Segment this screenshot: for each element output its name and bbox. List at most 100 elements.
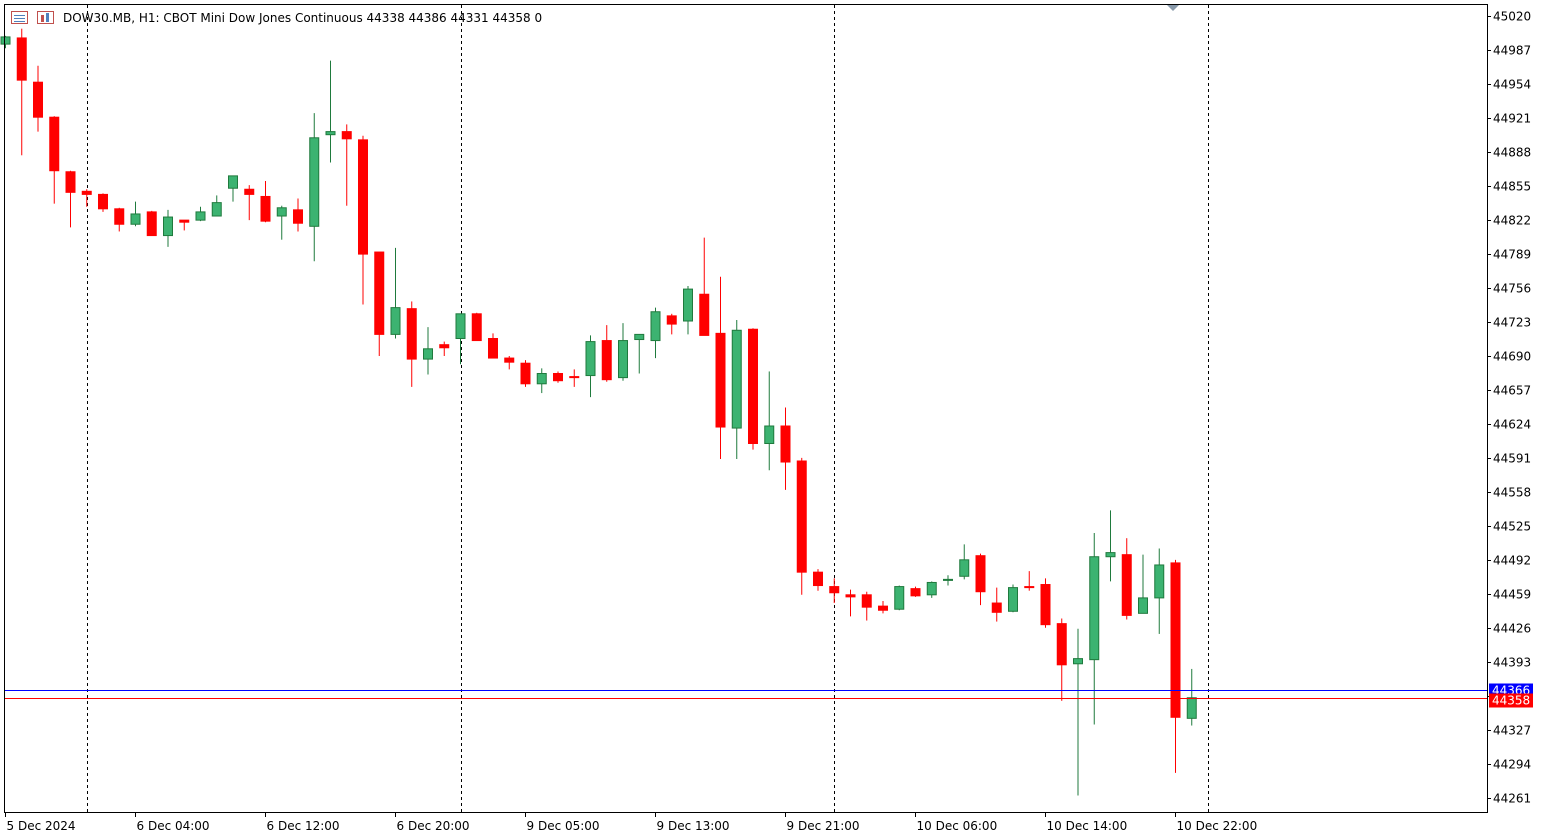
candle[interactable] <box>341 124 352 206</box>
time-tick-label: 9 Dec 05:00 <box>527 819 600 833</box>
plot-frame <box>4 4 1488 813</box>
candle[interactable] <box>536 368 547 394</box>
candle[interactable] <box>601 325 612 382</box>
price-tick-label: 44624 <box>1493 418 1531 432</box>
candle[interactable] <box>926 581 937 598</box>
candle[interactable] <box>488 333 498 359</box>
candle[interactable] <box>910 586 921 597</box>
candle[interactable] <box>1186 668 1197 726</box>
candle[interactable] <box>49 116 60 204</box>
candle[interactable] <box>276 205 287 240</box>
candle[interactable] <box>813 569 823 591</box>
candle[interactable] <box>358 135 368 305</box>
candle[interactable] <box>211 195 222 217</box>
candle-body <box>179 219 190 223</box>
candle[interactable] <box>569 369 580 387</box>
bid-price-tag: 44358 <box>1489 693 1533 708</box>
time-axis[interactable]: 5 Dec 2024 6 Dec 04:00 6 Dec 12:00 6 Dec 20… <box>5 812 1258 833</box>
candle[interactable] <box>878 600 888 614</box>
candle[interactable] <box>260 181 271 223</box>
candle[interactable] <box>553 371 563 383</box>
candle[interactable] <box>780 407 791 490</box>
price-tick-label: 44327 <box>1493 724 1531 738</box>
candle[interactable] <box>975 553 986 606</box>
candle[interactable] <box>130 201 141 227</box>
candle-body <box>260 195 271 222</box>
candle[interactable] <box>650 307 661 359</box>
candle[interactable] <box>81 189 92 207</box>
candle-body <box>894 586 905 610</box>
candle[interactable] <box>439 341 450 357</box>
candle[interactable] <box>65 170 76 228</box>
candle[interactable] <box>293 198 303 232</box>
candle-body <box>81 190 92 195</box>
candle[interactable] <box>731 319 742 459</box>
candle-body <box>618 340 628 379</box>
period-separators <box>87 5 1209 812</box>
candle[interactable] <box>585 335 596 398</box>
price-tick-label: 44756 <box>1493 282 1531 296</box>
candle[interactable] <box>1138 554 1148 614</box>
candle[interactable] <box>195 206 206 222</box>
price-tick-label: 44261 <box>1493 792 1531 806</box>
candle[interactable] <box>1056 618 1067 701</box>
candle-body <box>959 559 970 577</box>
candle[interactable] <box>455 313 466 365</box>
candle[interactable] <box>471 312 482 342</box>
candle[interactable] <box>1154 548 1165 634</box>
candle[interactable] <box>959 544 970 580</box>
candle[interactable] <box>748 328 758 450</box>
candle[interactable] <box>715 276 726 459</box>
candle[interactable] <box>764 371 775 471</box>
candle[interactable] <box>179 219 190 231</box>
price-tick-label: 44591 <box>1493 452 1531 466</box>
shift-marker-icon[interactable] <box>1167 5 1179 11</box>
candle[interactable] <box>845 589 856 617</box>
candle[interactable] <box>228 175 238 202</box>
candle[interactable] <box>943 575 953 586</box>
candle[interactable] <box>504 356 515 370</box>
candle[interactable] <box>1121 538 1132 620</box>
candle[interactable] <box>683 286 693 335</box>
candle[interactable] <box>390 247 401 339</box>
candle[interactable] <box>374 251 385 357</box>
candle[interactable] <box>423 327 433 375</box>
candle[interactable] <box>1089 533 1100 725</box>
candle-body <box>536 373 547 385</box>
candle[interactable] <box>861 591 872 621</box>
candle[interactable] <box>406 301 417 387</box>
candle[interactable] <box>829 578 840 604</box>
candle[interactable] <box>146 210 157 237</box>
chart-properties-icon[interactable] <box>37 11 54 24</box>
candle[interactable] <box>114 207 125 232</box>
candle[interactable] <box>325 60 336 163</box>
candle[interactable] <box>98 193 108 212</box>
candle[interactable] <box>309 113 320 262</box>
candle[interactable] <box>1040 578 1051 628</box>
candle[interactable] <box>244 185 255 221</box>
symbol-list-icon[interactable] <box>11 11 28 24</box>
candle[interactable] <box>1170 559 1181 773</box>
candle[interactable] <box>796 457 807 595</box>
candle[interactable] <box>699 237 710 336</box>
candle[interactable] <box>16 28 27 156</box>
candle[interactable] <box>666 313 677 335</box>
candle-body <box>910 588 921 597</box>
candle[interactable] <box>991 587 1002 622</box>
candle[interactable] <box>1105 510 1116 582</box>
candle[interactable] <box>520 360 531 387</box>
candle[interactable] <box>1073 628 1083 796</box>
price-tick-label: 44657 <box>1493 384 1531 398</box>
candle[interactable] <box>634 333 645 374</box>
candle[interactable] <box>0 35 11 49</box>
price-tick-label: 44954 <box>1493 78 1531 92</box>
candle[interactable] <box>163 209 173 247</box>
candle[interactable] <box>894 585 905 611</box>
candles[interactable] <box>0 28 1197 796</box>
candle[interactable] <box>1008 584 1018 613</box>
candle[interactable] <box>33 65 43 132</box>
candle[interactable] <box>1024 571 1035 591</box>
candle[interactable] <box>618 323 628 381</box>
